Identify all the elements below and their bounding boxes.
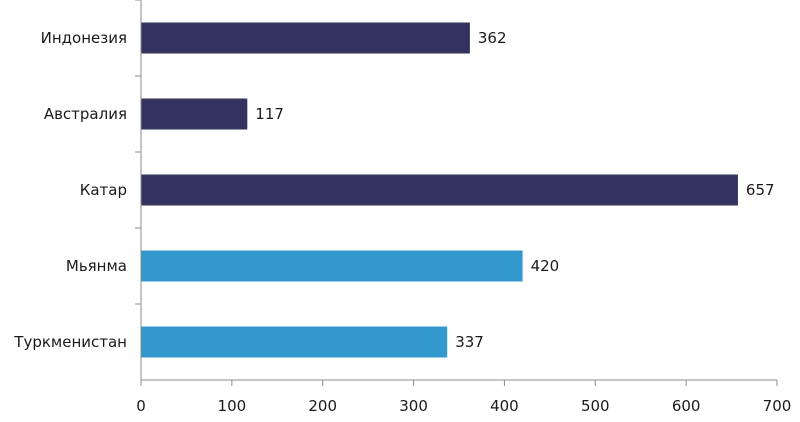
bar-4 [141, 250, 523, 282]
category-label-1: Индонезия [41, 29, 127, 47]
x-tick-label-200: 200 [308, 397, 337, 415]
x-tick-label-0: 0 [136, 397, 146, 415]
data-label-4: 420 [531, 257, 560, 275]
category-labels-group: Индонезия Австралия Катар Мьянма Туркмениста… [13, 29, 127, 351]
data-label-5: 337 [455, 333, 484, 351]
x-tick-label-500: 500 [581, 397, 610, 415]
x-ticks-group: 0 100 200 300 400 500 600 700 [135, 0, 791, 415]
bars-group [141, 22, 738, 358]
x-tick-label-100: 100 [218, 397, 247, 415]
x-tick-label-700: 700 [763, 397, 792, 415]
data-label-1: 362 [478, 29, 507, 47]
category-label-2: Австралия [44, 105, 127, 123]
bar-1 [141, 22, 470, 54]
x-tick-label-300: 300 [399, 397, 428, 415]
data-label-3: 657 [746, 181, 775, 199]
x-tick-label-400: 400 [490, 397, 519, 415]
bar-3 [141, 174, 738, 206]
x-tick-label-600: 600 [672, 397, 701, 415]
bar-5 [141, 326, 448, 358]
axes-group [140, 0, 777, 386]
bar-2 [141, 98, 248, 130]
category-label-4: Мьянма [66, 257, 127, 275]
data-label-2: 117 [255, 105, 284, 123]
value-labels-group: 362 117 657 420 337 [255, 29, 774, 351]
category-label-3: Катар [80, 181, 127, 199]
category-label-5: Туркменистан [13, 333, 127, 351]
